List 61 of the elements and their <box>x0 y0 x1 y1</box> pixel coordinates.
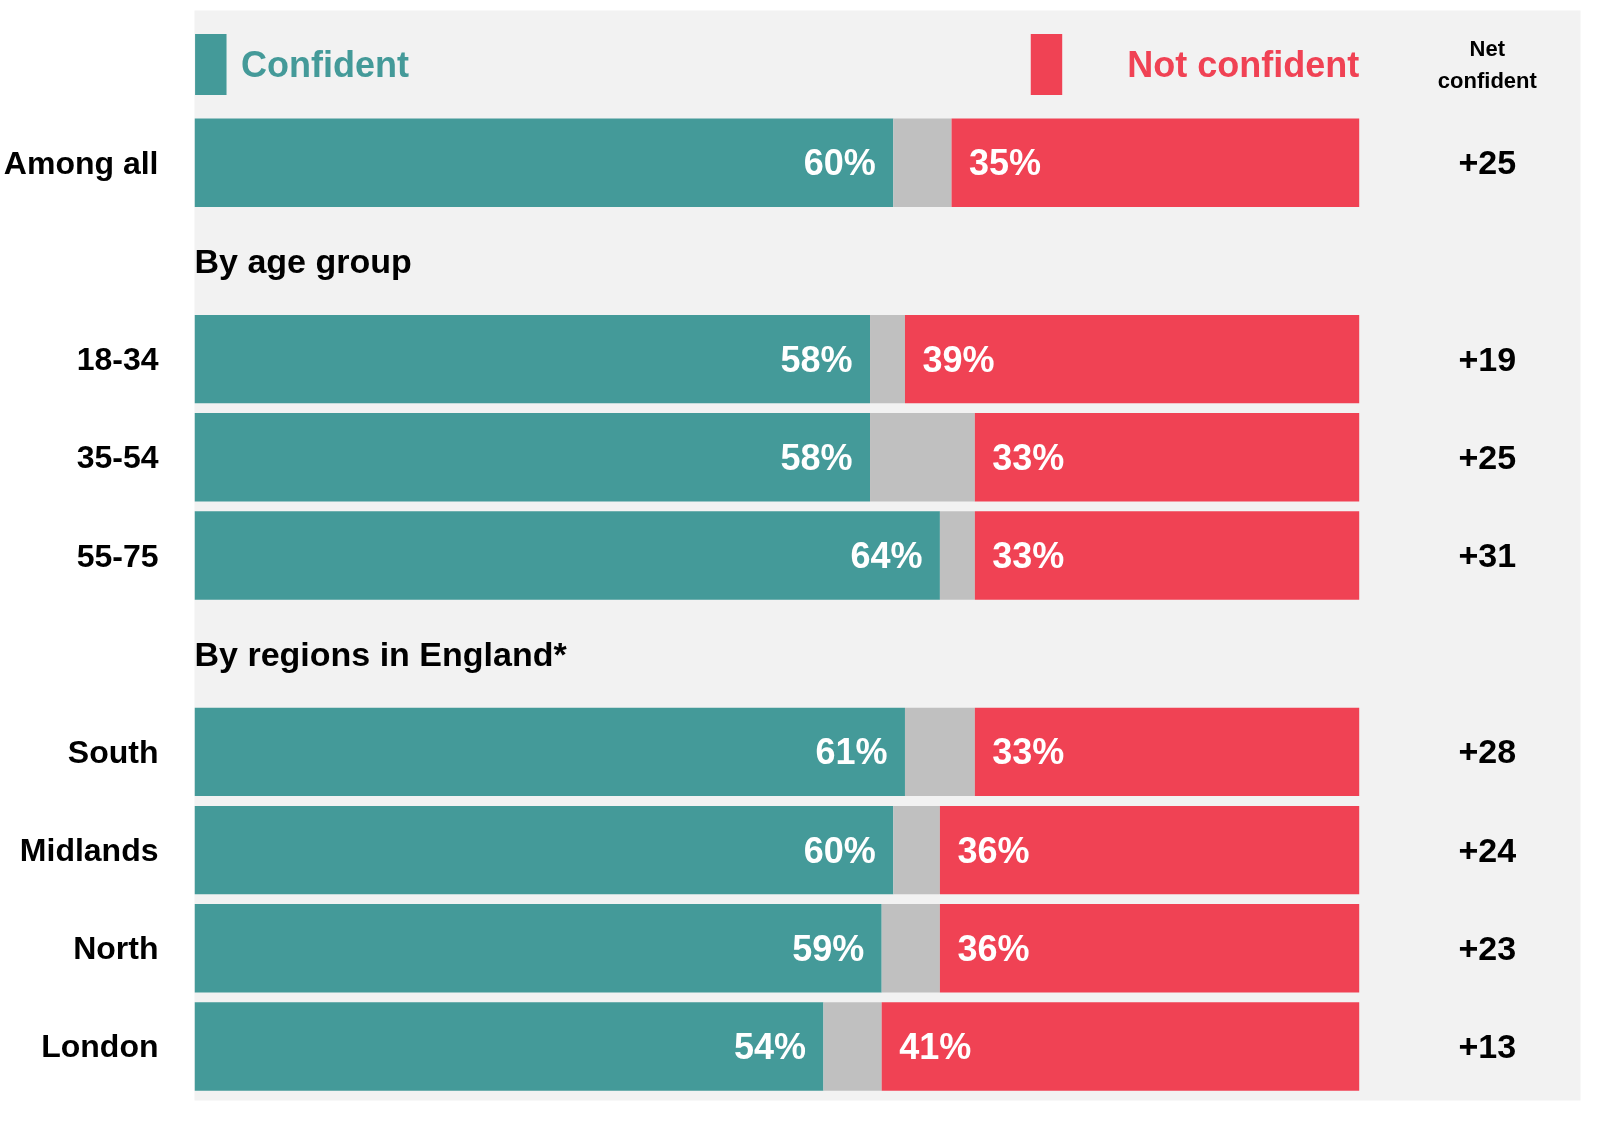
bar <box>194 118 894 207</box>
data-label: 64% <box>850 535 923 576</box>
text: +28 <box>1458 732 1517 771</box>
data-label: 36% <box>957 927 1030 969</box>
bar <box>939 904 1360 993</box>
text: +23 <box>1458 928 1517 967</box>
y-tick-label: 18-34 <box>76 341 159 378</box>
data-label: 60% <box>803 142 876 184</box>
bar <box>823 1002 882 1091</box>
bar <box>904 707 975 797</box>
data-label: 39% <box>922 338 995 380</box>
data-label: 54% <box>733 1025 806 1067</box>
data-label: 58% <box>780 436 853 478</box>
text: +19 <box>1458 339 1517 378</box>
bar <box>881 1002 1360 1091</box>
bar <box>870 413 975 502</box>
y-tick-label: 35-54 <box>76 439 159 476</box>
bar <box>194 413 871 502</box>
bar <box>951 118 1360 207</box>
bar <box>881 904 940 993</box>
data-label: 35% <box>969 142 1042 184</box>
bar <box>194 904 882 993</box>
bar <box>974 707 1360 797</box>
bar <box>194 314 871 404</box>
y-tick-label: South <box>67 733 159 770</box>
text: +25 <box>1458 437 1517 476</box>
bar <box>974 511 1360 600</box>
data-label: 60% <box>803 829 876 871</box>
annotation: By age group <box>194 241 412 280</box>
text: Net confident <box>1437 35 1538 94</box>
bar <box>893 118 952 207</box>
y-tick-label: London <box>41 1028 159 1065</box>
bar <box>870 314 905 404</box>
data-label: 41% <box>899 1025 972 1067</box>
bar <box>939 805 1360 895</box>
text: +24 <box>1458 830 1517 869</box>
data-label: 33% <box>992 535 1065 576</box>
annotation: By regions in England* <box>194 634 568 673</box>
text: +31 <box>1458 536 1517 574</box>
y-tick-label: Among all <box>3 144 159 181</box>
text: +13 <box>1458 1026 1517 1065</box>
bar <box>904 314 1360 404</box>
bar <box>194 707 905 797</box>
y-tick-label: 55-75 <box>76 537 159 574</box>
bar <box>194 511 940 600</box>
data-label: 33% <box>992 436 1065 478</box>
bar <box>194 1002 824 1091</box>
y-tick-label: Midlands <box>19 832 159 869</box>
data-label: 61% <box>815 731 888 773</box>
data-label: 36% <box>957 829 1030 871</box>
legend-label: Not confident <box>1127 44 1360 86</box>
bar <box>974 413 1360 502</box>
data-label: 33% <box>992 731 1065 773</box>
bar <box>194 805 894 895</box>
bar <box>939 511 975 600</box>
y-tick-label: North <box>73 930 159 967</box>
data-label: 58% <box>780 338 853 380</box>
data-label: 59% <box>792 927 865 969</box>
text: +25 <box>1458 143 1517 182</box>
bar <box>893 805 940 895</box>
legend-label: Confident <box>241 44 410 86</box>
